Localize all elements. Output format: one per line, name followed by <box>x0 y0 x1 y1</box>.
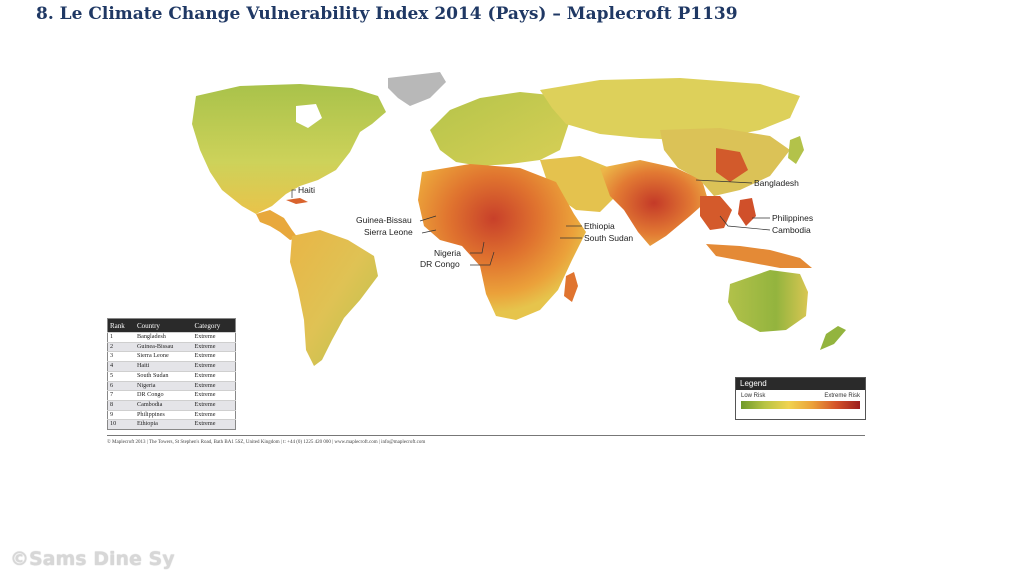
europe-region <box>430 92 570 166</box>
rank-cell: 1 <box>107 332 135 343</box>
callout-cambodia: Cambodia <box>772 225 811 235</box>
north-asia-region <box>540 78 800 140</box>
country-cell: Philippines <box>134 409 193 420</box>
rank-cell: 5 <box>107 370 135 382</box>
map-legend: Legend Low Risk Extreme Risk <box>735 377 866 420</box>
country-cell: Cambodia <box>134 399 193 411</box>
rank-cell: 2 <box>107 341 135 352</box>
table-row: 3 Sierra Leone Extreme <box>107 351 236 362</box>
legend-color-scale <box>741 401 860 409</box>
category-cell: Extreme <box>192 341 236 352</box>
callout-haiti: Haiti <box>298 185 315 195</box>
table-row: 2 Guinea-Bissau Extreme <box>107 341 236 352</box>
country-cell: Sierra Leone <box>134 351 193 362</box>
callout-philippines: Philippines <box>772 213 813 223</box>
category-cell: Extreme <box>192 370 236 382</box>
rank-cell: 8 <box>107 399 135 411</box>
callout-sierra-leone: Sierra Leone <box>364 227 413 237</box>
rank-cell: 6 <box>107 380 135 391</box>
category-cell: Extreme <box>192 332 236 343</box>
south-america-region <box>290 230 378 366</box>
rank-cell: 10 <box>107 419 135 430</box>
callout-dr-congo: DR Congo <box>420 259 460 269</box>
callout-south-sudan: South Sudan <box>584 233 633 243</box>
country-cell: Ethiopia <box>134 419 193 430</box>
rank-cell: 3 <box>107 351 135 362</box>
table-row: 10 Ethiopia Extreme <box>107 419 236 430</box>
legend-low-label: Low Risk <box>741 393 766 399</box>
table-row: 5 South Sudan Extreme <box>107 370 236 382</box>
country-cell: South Sudan <box>134 370 193 382</box>
header-rank: Rank <box>107 318 135 333</box>
callout-guinea-bissau: Guinea-Bissau <box>356 215 412 225</box>
category-cell: Extreme <box>192 351 236 362</box>
category-cell: Extreme <box>192 361 236 372</box>
callout-bangladesh: Bangladesh <box>754 178 799 188</box>
africa-region <box>418 164 586 320</box>
table-row: 4 Haiti Extreme <box>107 361 236 372</box>
slide-title: 8. Le Climate Change Vulnerability Index… <box>36 4 738 24</box>
legend-high-label: Extreme Risk <box>824 393 860 399</box>
table-row: 9 Philippines Extreme <box>107 409 236 420</box>
north-america-region <box>192 84 386 214</box>
rank-cell: 7 <box>107 390 135 401</box>
category-cell: Extreme <box>192 409 236 420</box>
header-country: Country <box>134 318 193 333</box>
australia-region <box>728 270 808 332</box>
header-category: Category <box>192 318 236 333</box>
country-cell: Bangladesh <box>134 332 193 343</box>
country-cell: DR Congo <box>134 390 193 401</box>
footer-divider <box>107 435 865 436</box>
footer-credit: © Maplecroft 2013 | The Towers, St Steph… <box>107 440 426 445</box>
table-body: 1 Bangladesh Extreme 2 Guinea-Bissau Extreme… <box>107 332 236 430</box>
ranking-table: Rank Country Category 1 Bangladesh Extreme… <box>107 318 236 431</box>
table-row: 6 Nigeria Extreme <box>107 380 236 391</box>
south-asia-region <box>600 160 708 246</box>
callout-ethiopia: Ethiopia <box>584 221 615 231</box>
greenland-region <box>388 72 446 106</box>
category-cell: Extreme <box>192 399 236 411</box>
legend-title: Legend <box>736 378 865 390</box>
category-cell: Extreme <box>192 380 236 391</box>
category-cell: Extreme <box>192 419 236 430</box>
table-row: 1 Bangladesh Extreme <box>107 332 236 343</box>
country-cell: Nigeria <box>134 380 193 391</box>
callout-nigeria: Nigeria <box>434 248 461 258</box>
category-cell: Extreme <box>192 390 236 401</box>
legend-labels: Low Risk Extreme Risk <box>736 390 865 400</box>
table-row: 8 Cambodia Extreme <box>107 399 236 411</box>
table-header-row: Rank Country Category <box>107 318 236 333</box>
table-row: 7 DR Congo Extreme <box>107 390 236 401</box>
country-cell: Guinea-Bissau <box>134 341 193 352</box>
rank-cell: 4 <box>107 361 135 372</box>
country-cell: Haiti <box>134 361 193 372</box>
watermark: ©Sams Dine Sy <box>10 548 175 570</box>
central-america-region <box>256 210 298 240</box>
rank-cell: 9 <box>107 409 135 420</box>
